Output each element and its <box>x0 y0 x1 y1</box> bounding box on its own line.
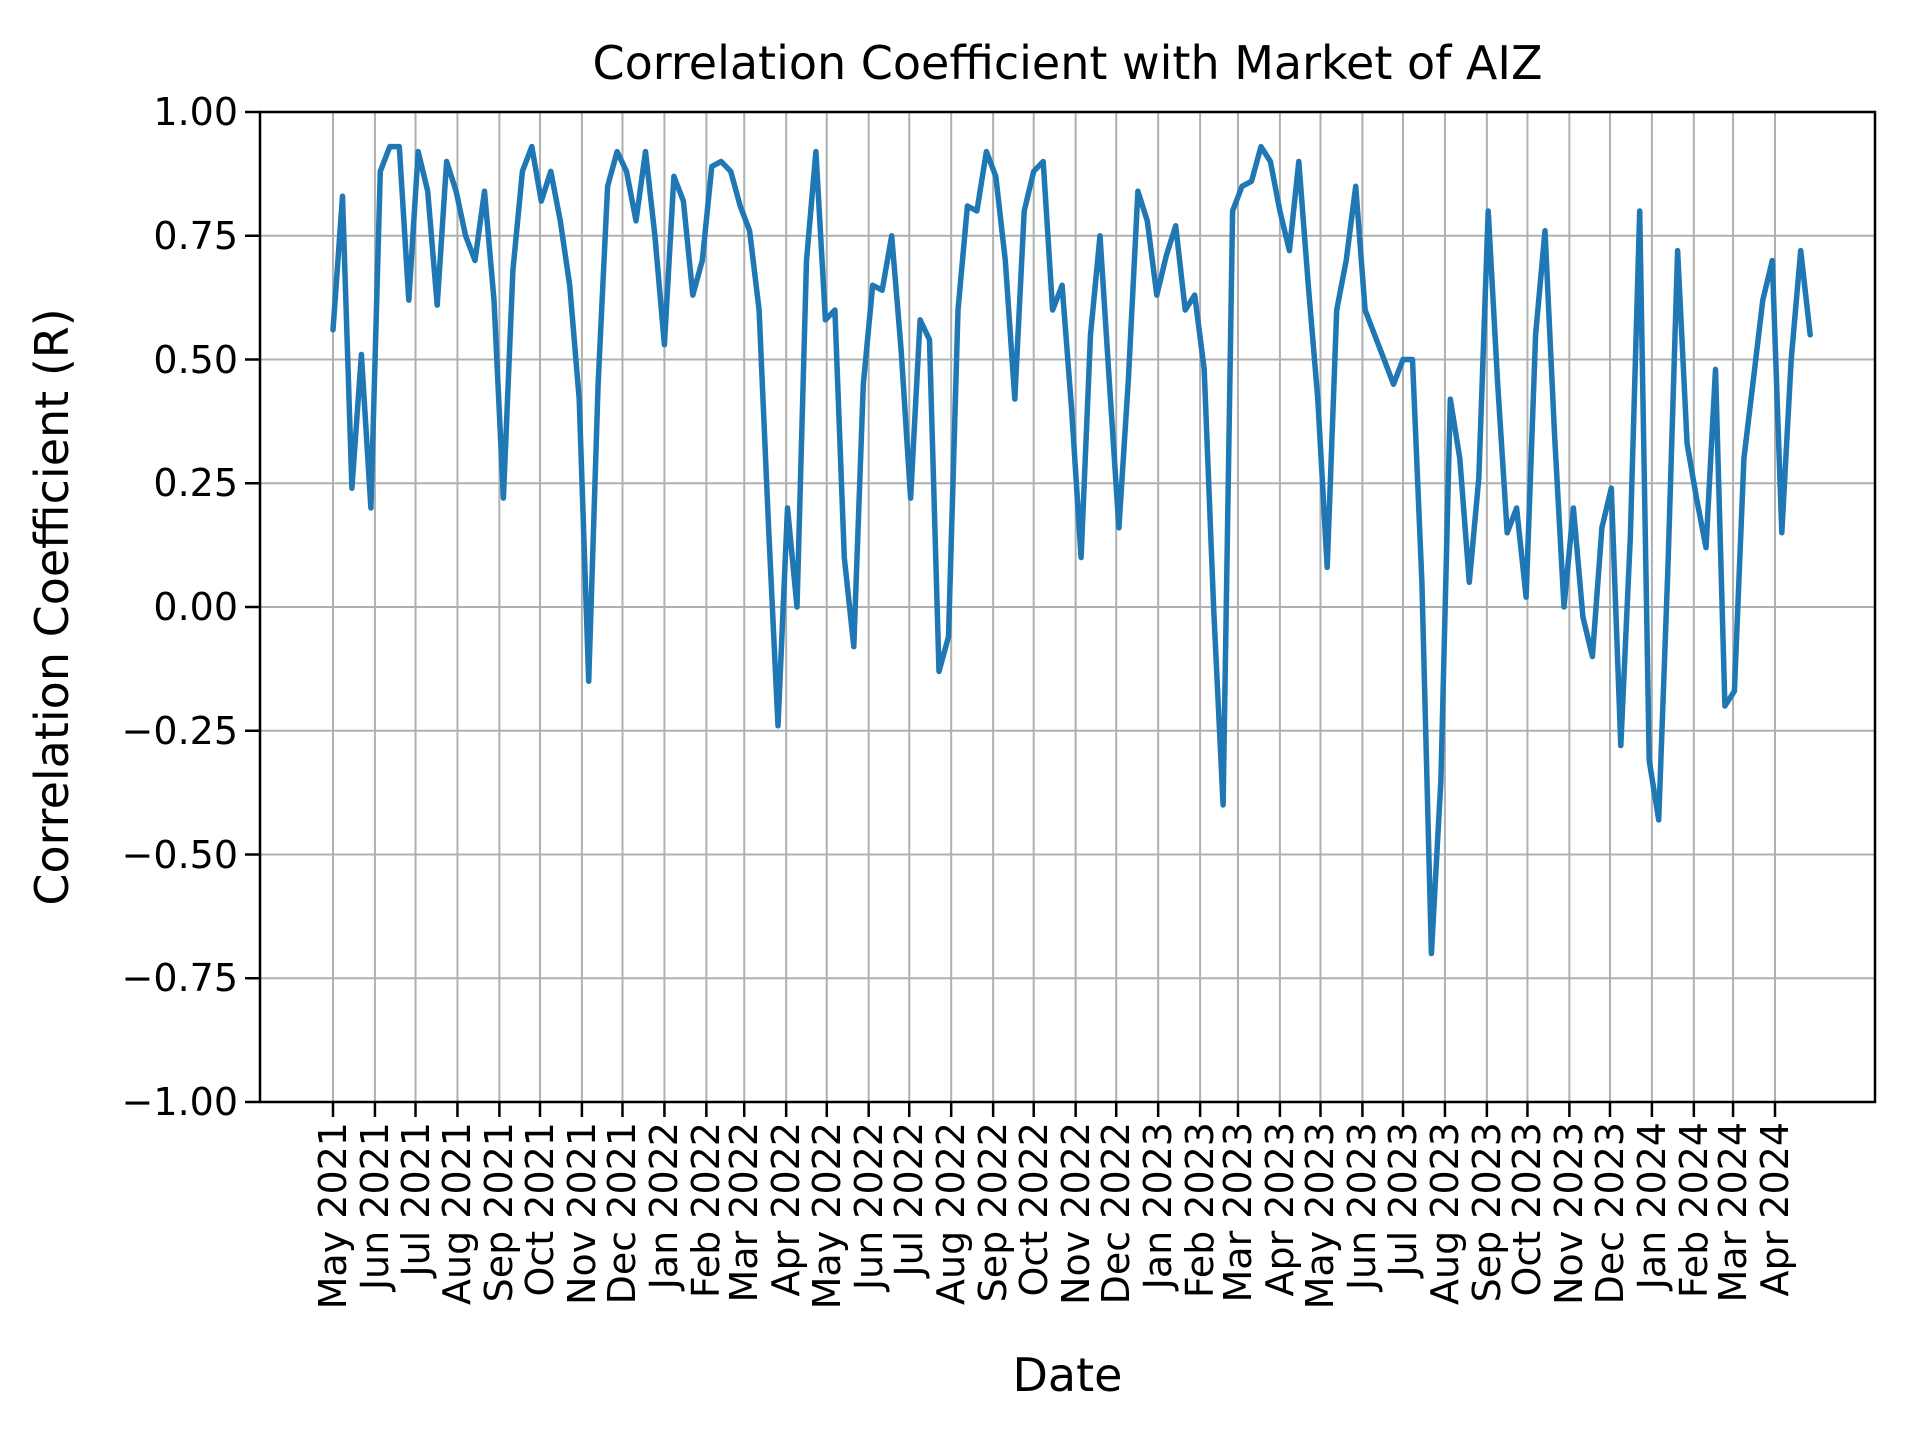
y-tick-label: −1.00 <box>121 1080 238 1124</box>
x-tick-label: Nov 2021 <box>559 1122 604 1305</box>
y-tick-label: 0.50 <box>153 337 238 382</box>
x-tick-label: Jun 2022 <box>846 1122 891 1291</box>
y-tick-label: 1.00 <box>153 90 238 134</box>
x-tick-label: Dec 2021 <box>600 1122 645 1305</box>
x-tick-label: May 2023 <box>1298 1122 1343 1310</box>
x-tick-label: May 2021 <box>311 1122 355 1310</box>
x-tick-label: Sep 2021 <box>477 1122 522 1303</box>
x-tick-label: Jun 2021 <box>352 1122 397 1291</box>
x-tick-label: Nov 2022 <box>1053 1122 1098 1305</box>
x-tick-label: Oct 2021 <box>517 1122 562 1297</box>
x-tick-label: Dec 2022 <box>1094 1122 1139 1305</box>
y-tick-label: 0.25 <box>153 461 238 506</box>
x-tick-label: Jul 2022 <box>887 1122 932 1277</box>
x-tick-label: Mar 2023 <box>1215 1122 1260 1303</box>
x-tick-label: Oct 2023 <box>1505 1122 1550 1297</box>
x-tick-label: Jul 2023 <box>1381 1122 1425 1277</box>
x-tick-label: Mar 2024 <box>1711 1122 1756 1303</box>
x-tick-label: Jul 2021 <box>393 1122 438 1277</box>
x-tick-label: Aug 2021 <box>435 1122 480 1305</box>
x-tick-label: Oct 2022 <box>1011 1122 1056 1297</box>
x-tick-label: Mar 2022 <box>722 1122 767 1303</box>
x-tick-label: Sep 2023 <box>1464 1122 1509 1303</box>
x-tick-label: Jun 2023 <box>1340 1122 1385 1291</box>
data-line <box>330 143 1813 957</box>
x-tick-label: Jan 2023 <box>1136 1122 1181 1290</box>
x-tick-label: Apr 2024 <box>1752 1122 1797 1297</box>
x-tick-label: Dec 2023 <box>1587 1122 1632 1305</box>
x-tick-label: Aug 2023 <box>1422 1122 1467 1305</box>
y-tick-label: 0.75 <box>153 213 238 258</box>
x-tick-label: Aug 2022 <box>929 1122 974 1305</box>
y-tick-label: −0.75 <box>121 956 238 1001</box>
x-tick-label: Apr 2022 <box>764 1122 809 1297</box>
chart-title: Correlation Coefficient with Market of A… <box>592 36 1543 90</box>
x-axis-label: Date <box>1012 1348 1123 1402</box>
x-tick-label: Sep 2022 <box>971 1122 1016 1303</box>
y-tick-label: 0.00 <box>153 585 238 629</box>
x-tick-label: May 2022 <box>804 1122 849 1310</box>
x-tick-label: Apr 2023 <box>1257 1122 1302 1297</box>
x-tick-label: Jan 2024 <box>1629 1122 1674 1290</box>
y-tick-label: −0.50 <box>121 832 238 877</box>
x-tick-label: Feb 2024 <box>1671 1122 1716 1299</box>
y-tick-label: −0.25 <box>121 708 238 753</box>
x-tick-label: Jan 2022 <box>642 1122 687 1290</box>
x-tick-label: Nov 2023 <box>1547 1122 1592 1305</box>
